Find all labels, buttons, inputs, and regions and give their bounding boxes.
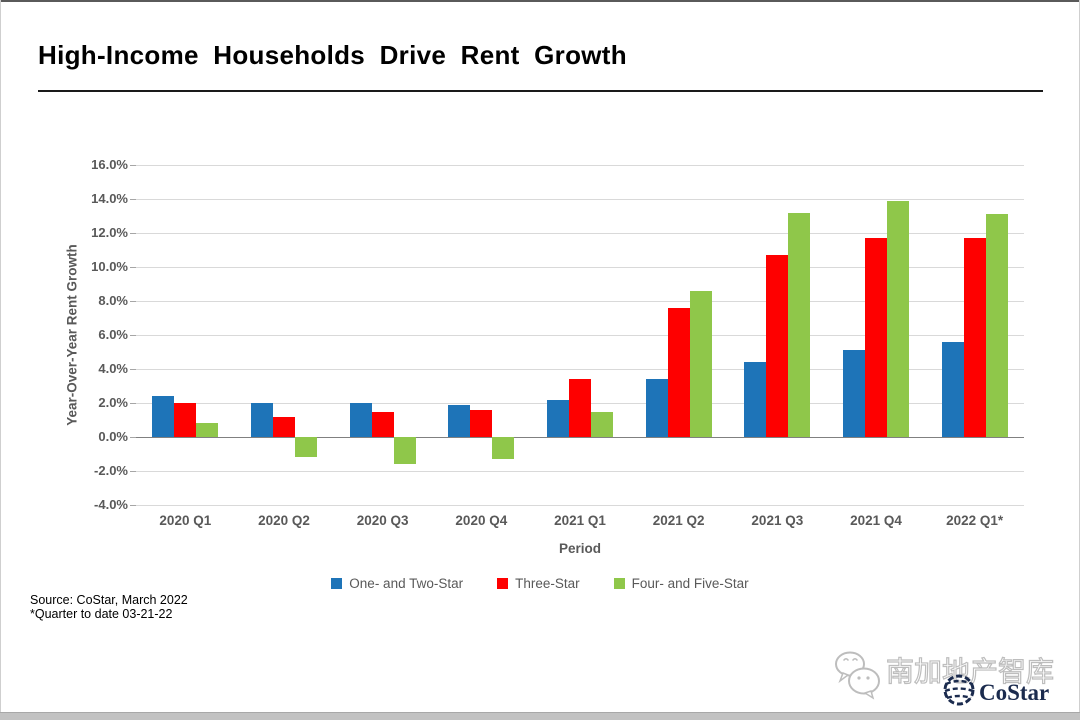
y-axis-tick-label: 10.0% (91, 259, 128, 274)
bar (985, 214, 1008, 437)
legend-swatch (497, 578, 509, 589)
y-axis-tick-label: 4.0% (98, 361, 128, 376)
bar (788, 212, 811, 437)
gridline (136, 199, 1024, 200)
bar (569, 379, 591, 437)
x-axis-tick-label: 2021 Q4 (850, 513, 902, 528)
y-axis-tick (130, 301, 136, 302)
legend-item: Four- and Five-Star (613, 576, 749, 591)
costar-logo: CoStar (941, 672, 1049, 713)
legend-swatch (613, 578, 625, 589)
bar (744, 362, 767, 437)
zero-axis-line (136, 437, 1024, 438)
y-axis-tick-label: 8.0% (98, 293, 128, 308)
x-axis-tick-label: 2021 Q3 (751, 513, 804, 528)
bar (865, 238, 887, 437)
x-axis-tick-label: 2021 Q2 (652, 513, 705, 528)
bar (295, 437, 317, 458)
x-axis-tick-label: 2020 Q4 (455, 513, 508, 528)
bar (689, 290, 712, 437)
bar (963, 238, 986, 437)
bar (941, 341, 964, 437)
y-axis-tick (130, 165, 136, 166)
bar (766, 255, 789, 437)
legend-item: One- and Two-Star (331, 576, 463, 591)
costar-logo-text: CoStar (979, 679, 1050, 705)
legend-swatch (331, 578, 343, 589)
bar (547, 399, 569, 437)
wechat-icon (833, 650, 885, 707)
y-axis-tick-label: -4.0% (94, 497, 128, 512)
y-axis-tick-label: 12.0% (91, 225, 128, 240)
x-axis-tick-label: 2021 Q1 (554, 513, 606, 528)
gridline (136, 301, 1024, 302)
gridline (136, 233, 1024, 234)
legend-label: Four- and Five-Star (631, 576, 749, 591)
bar (645, 379, 668, 437)
bar (152, 396, 175, 437)
slide-border-bottom (0, 712, 1080, 720)
y-axis-tick (130, 335, 136, 336)
chart-legend: One- and Two-Star Three-Star Four- and Fiv… (0, 576, 1080, 591)
gridline (136, 471, 1024, 472)
gridline (136, 267, 1024, 268)
bar (591, 411, 613, 437)
bar (273, 416, 295, 437)
bar (492, 437, 515, 460)
chart-plot-area: 16.0% 14.0% 12.0% 10.0% 8.0% 6.0% 4.0% 2.0% 0.0%… (91, 157, 1024, 528)
bar (393, 437, 416, 465)
y-axis-tick-label: 2.0% (98, 395, 128, 410)
bar (470, 409, 493, 437)
slide-border-left (0, 0, 1, 720)
legend-item: Three-Star (497, 576, 580, 591)
title-underline (38, 90, 1043, 92)
x-axis-tick-label: 2020 Q3 (356, 513, 409, 528)
x-axis-tick-label: 2022 Q1* (946, 513, 1004, 528)
x-axis-tick-label: 2020 Q2 (258, 513, 310, 528)
source-line: Source: CoStar, March 2022 (30, 593, 188, 607)
bar (349, 403, 372, 437)
y-axis-tick-label: -2.0% (94, 463, 128, 478)
bar (448, 404, 471, 437)
bar (251, 403, 273, 437)
bar (174, 403, 197, 437)
y-axis-tick (130, 505, 136, 506)
bar (887, 200, 909, 437)
footnote-line: *Quarter to date 03-21-22 (30, 607, 173, 622)
bar (371, 411, 394, 437)
bar (196, 423, 219, 437)
gridline (136, 369, 1024, 370)
bar (667, 307, 690, 437)
gridline (136, 335, 1024, 336)
bar (843, 350, 865, 437)
y-axis-tick (130, 471, 136, 472)
y-axis-tick-label: 0.0% (98, 429, 128, 444)
gridline (136, 505, 1024, 506)
y-axis-tick (130, 267, 136, 268)
y-axis-tick (130, 233, 136, 234)
legend-label: Three-Star (515, 576, 580, 591)
y-axis-tick-label: 16.0% (91, 157, 128, 172)
y-axis-tick (130, 369, 136, 370)
x-axis-tick-label: 2020 Q1 (159, 513, 212, 528)
y-axis-tick (130, 199, 136, 200)
y-axis-tick (130, 437, 136, 438)
x-axis-title: Period (558, 541, 601, 556)
gridline (136, 165, 1024, 166)
y-axis-tick (130, 403, 136, 404)
y-axis-tick-label: 14.0% (91, 191, 128, 206)
y-axis-tick-label: 6.0% (98, 327, 128, 342)
page-title: High-Income Households Drive Rent Growth (38, 40, 627, 70)
globe-icon (941, 672, 977, 713)
source-note: Source: CoStar, March 2022 *Quarter to d… (30, 593, 188, 622)
legend-label: One- and Two-Star (349, 576, 464, 591)
slide-border-top (0, 0, 1080, 2)
